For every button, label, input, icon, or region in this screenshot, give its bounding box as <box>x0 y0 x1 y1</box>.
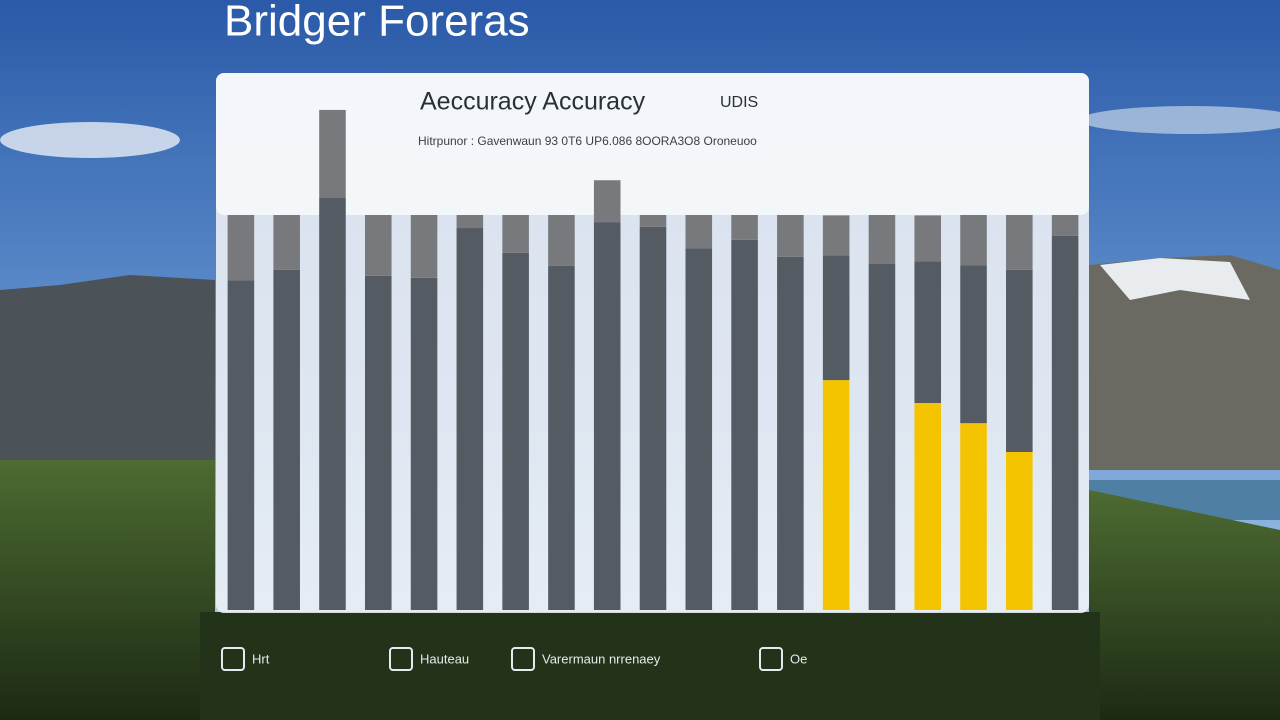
chart-badge: UDIS <box>720 94 758 111</box>
hills <box>1089 490 1280 720</box>
bar-segment <box>273 269 300 610</box>
footer-icon <box>511 647 535 671</box>
cloud <box>1080 106 1280 134</box>
bar-segment <box>548 265 575 610</box>
footer-icon <box>759 647 783 671</box>
bar-segment <box>1051 235 1079 610</box>
bar-segment <box>685 248 713 610</box>
bar-segment <box>319 198 346 610</box>
snow <box>1100 258 1250 300</box>
forest <box>200 612 1100 720</box>
bar-segment <box>456 215 484 229</box>
footer-icon <box>221 647 245 671</box>
cloud <box>0 122 180 158</box>
chart-header <box>216 73 1089 215</box>
bar-segment <box>227 280 255 610</box>
page-title: Bridger Foreras <box>224 0 530 46</box>
bar-segment <box>868 215 896 264</box>
bar-segment <box>548 215 575 266</box>
bar-segment <box>593 180 621 223</box>
bar-segment <box>777 215 804 257</box>
bar-segment <box>822 215 850 256</box>
bar-segment <box>822 255 850 381</box>
footer-label: Hrt <box>252 651 270 666</box>
bar-segment <box>593 222 621 611</box>
bar-segment <box>960 423 987 610</box>
bar-segment <box>502 215 529 253</box>
bar-segment <box>364 215 392 276</box>
bar-segment <box>364 275 392 610</box>
footer-label: Oe <box>790 651 807 666</box>
bar-segment <box>685 215 713 249</box>
footer-label: Hauteau <box>420 651 469 666</box>
bar-segment <box>960 265 987 424</box>
bar-segment <box>1006 452 1033 610</box>
bar-segment <box>822 380 850 610</box>
bar-segment <box>456 228 484 610</box>
bar-segment <box>960 215 987 266</box>
bar-segment <box>319 109 346 199</box>
bar-segment <box>731 239 758 610</box>
bar-segment <box>1051 215 1079 236</box>
bar-segment <box>868 263 896 610</box>
bar-segment <box>639 215 667 227</box>
bar-segment <box>731 215 758 240</box>
chart-subtitle: Hitrpunor : Gavenwaun 93 0T6 UP6.086 8OO… <box>418 134 757 148</box>
footer-icon <box>389 647 413 671</box>
bar-segment <box>410 277 438 610</box>
mountains <box>0 275 215 470</box>
mountains <box>1089 255 1280 470</box>
hills <box>0 460 215 720</box>
bar-segment <box>410 215 438 278</box>
footer: Hrt Hauteau Varermaun nrrenaey Oe <box>221 647 807 671</box>
bar-segment <box>502 252 529 611</box>
bar-segment <box>914 403 942 610</box>
bar-segment <box>639 226 667 610</box>
footer-label: Varermaun nrrenaey <box>542 651 661 666</box>
bar-segment <box>1006 215 1033 270</box>
bar-segment <box>1006 269 1033 452</box>
chart-title: Aeccuracy Accuracy <box>420 88 646 116</box>
bar-segment <box>914 261 942 404</box>
bar-segment <box>227 215 255 281</box>
bar-segment <box>777 256 804 610</box>
bar-segment <box>914 215 942 262</box>
bar-segment <box>273 215 300 270</box>
